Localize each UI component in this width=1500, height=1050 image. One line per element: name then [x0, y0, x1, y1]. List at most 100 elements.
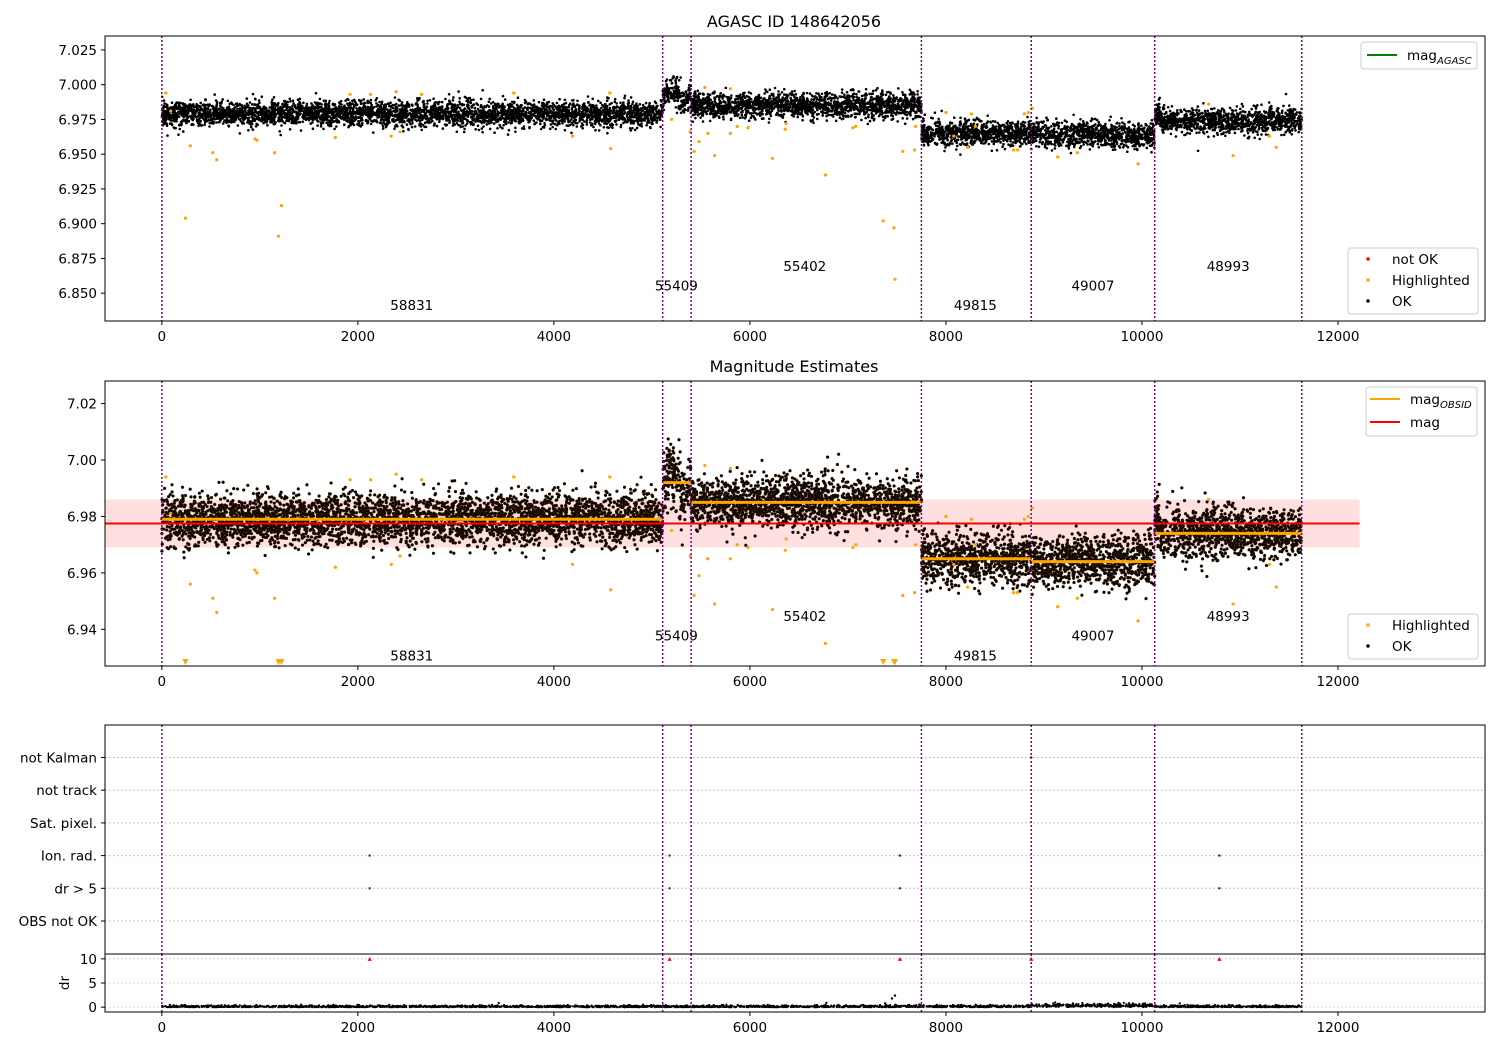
ok-point [189, 104, 193, 107]
ok-point [457, 110, 460, 114]
ok-point [599, 123, 602, 127]
ok-point [664, 100, 668, 103]
ok-point [257, 116, 260, 120]
ok-point [565, 108, 569, 112]
ok-point [382, 110, 386, 113]
ok-point [623, 111, 627, 114]
ok-point [667, 100, 671, 103]
ok-point [294, 110, 298, 114]
ok-point [582, 102, 586, 105]
ok-point [258, 101, 261, 105]
ok-point [231, 116, 235, 119]
ok-point [504, 121, 508, 124]
ok-point [498, 123, 502, 127]
ok-point [415, 119, 419, 123]
ok-point [256, 123, 260, 127]
ok-point [359, 116, 362, 119]
ok-point [448, 99, 451, 103]
ok-point [196, 119, 200, 123]
ok-point [210, 104, 214, 108]
ok-point [496, 127, 499, 130]
ok-point [772, 94, 775, 98]
ok-point [486, 120, 489, 123]
ok-point [378, 100, 381, 104]
ok-point [218, 111, 221, 114]
ok-point [349, 111, 353, 115]
ok-point [186, 111, 190, 115]
ok-point [391, 119, 395, 123]
ok-point [166, 134, 169, 137]
ok-point [589, 111, 593, 114]
ok-point [208, 121, 212, 125]
ok-point [687, 106, 690, 110]
ok-point [565, 106, 568, 109]
ok-point [393, 96, 397, 99]
ok-point [584, 111, 587, 115]
ok-point [645, 109, 649, 112]
ok-point [586, 95, 590, 98]
ok-point [212, 122, 215, 125]
ok-point [218, 107, 221, 111]
ok-point [426, 99, 429, 103]
ok-point [169, 114, 173, 117]
ok-point [629, 129, 633, 132]
ok-point [166, 107, 169, 111]
ok-point [648, 104, 651, 107]
ok-point [298, 97, 302, 101]
ok-point [447, 92, 451, 96]
ok-point [677, 85, 680, 89]
ok-point [218, 101, 222, 105]
ok-point [424, 125, 428, 129]
ok-point [378, 121, 382, 125]
top-panel: AGASC ID 148642056 0 2000 4000 6000 8000 1000… [58, 12, 1486, 345]
ok-point [549, 123, 553, 126]
ok-point [613, 97, 617, 101]
ok-point [487, 100, 491, 104]
ok-point [890, 118, 893, 121]
ok-point [650, 116, 653, 119]
ok-point [246, 104, 249, 108]
ok-point [327, 104, 331, 107]
ok-point [234, 102, 238, 106]
ok-point [627, 119, 631, 122]
ok-point [585, 118, 589, 122]
ok-point [321, 121, 325, 125]
ok-point [253, 103, 257, 106]
ok-point [616, 112, 619, 116]
ok-point [366, 101, 370, 105]
ok-point [659, 125, 662, 129]
ok-point [572, 123, 575, 127]
ok-point [312, 111, 315, 115]
ok-point [537, 107, 540, 111]
ok-point [583, 105, 586, 109]
ok-point [567, 109, 571, 112]
ok-point [367, 107, 370, 111]
ok-point [747, 119, 751, 122]
ok-point [199, 101, 202, 105]
ok-point [398, 108, 402, 111]
ok-point [545, 117, 548, 120]
ok-point [450, 102, 454, 106]
ok-point [240, 108, 244, 111]
ok-point [576, 121, 579, 125]
ok-point [578, 113, 581, 117]
ok-point [635, 126, 639, 130]
ok-point [315, 112, 319, 115]
ok-point [874, 88, 878, 92]
ok-point [840, 88, 844, 91]
ok-point [167, 117, 171, 121]
ok-point [277, 119, 281, 122]
ok-point [170, 116, 174, 120]
ok-point [783, 87, 786, 91]
ok-point [677, 106, 680, 110]
ok-point [392, 117, 395, 121]
ok-point [320, 103, 324, 106]
ok-point [469, 101, 473, 105]
ok-point [502, 124, 505, 127]
ok-point [347, 117, 351, 120]
ok-point [393, 103, 397, 107]
ok-point [597, 129, 601, 132]
ok-point [550, 105, 554, 108]
ok-point [319, 125, 323, 128]
ok-point [499, 118, 503, 121]
